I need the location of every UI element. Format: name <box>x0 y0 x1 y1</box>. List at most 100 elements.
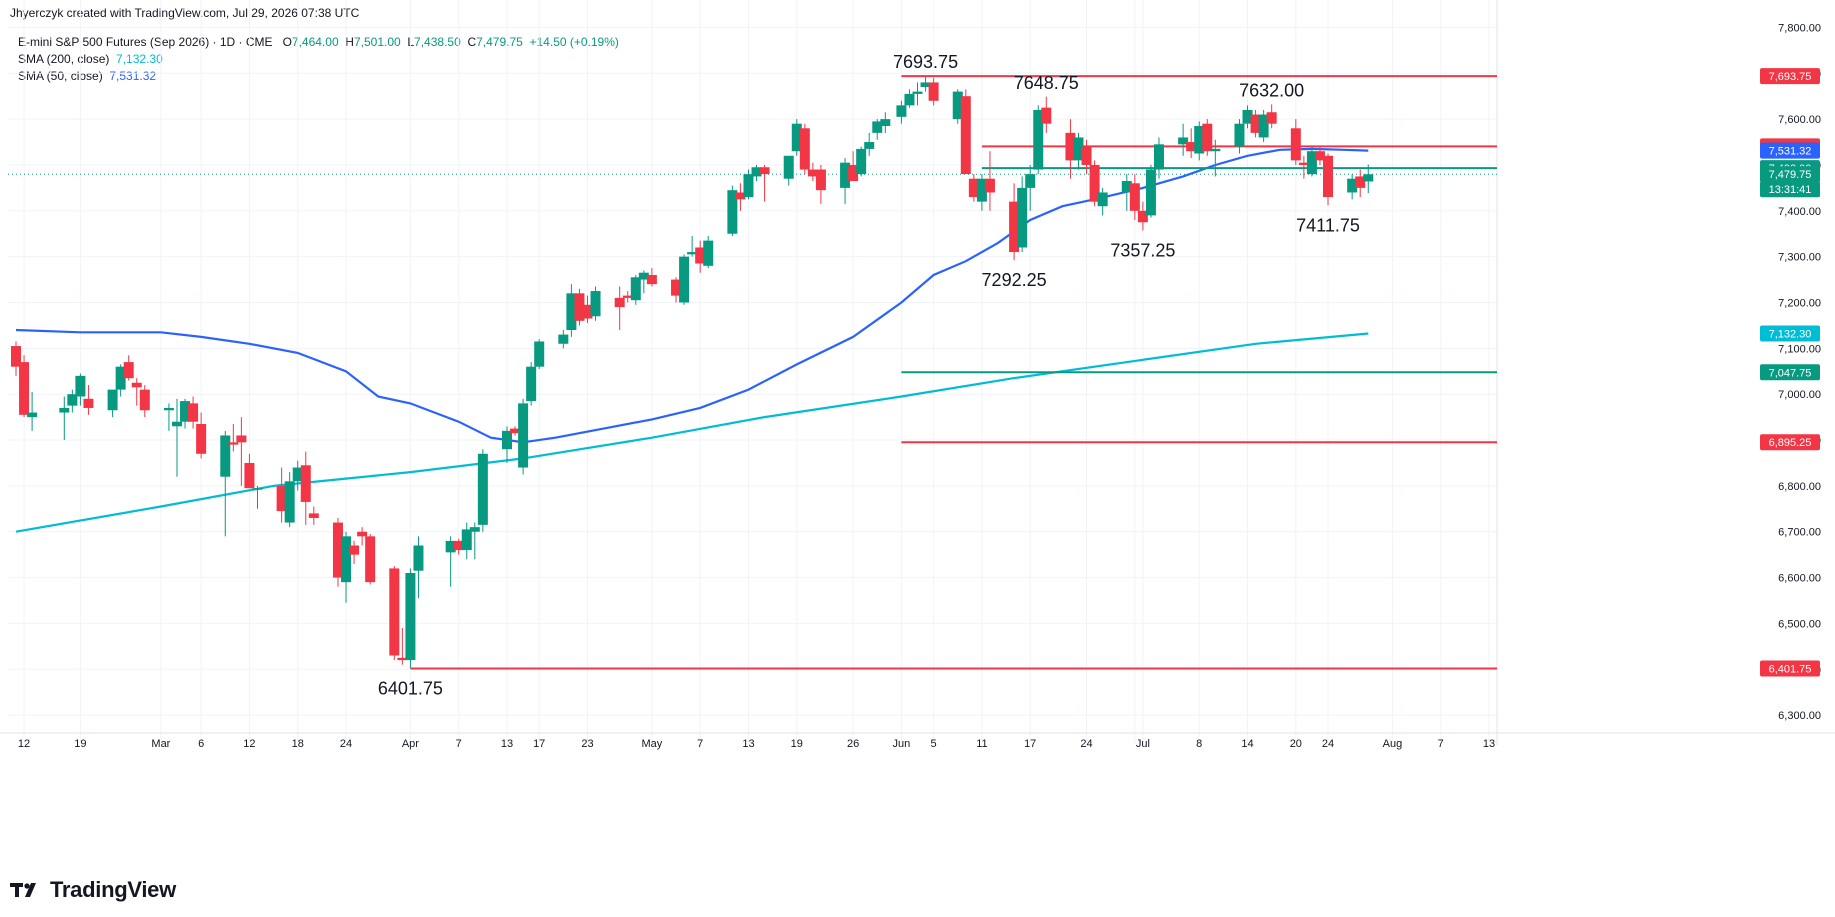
candle-body <box>365 536 376 583</box>
candle <box>445 536 456 587</box>
candle <box>341 531 352 603</box>
candle <box>300 451 311 525</box>
candle-body <box>1186 142 1197 152</box>
x-tick-label: 23 <box>581 738 593 750</box>
candle <box>1097 187 1108 216</box>
candle-body <box>276 485 287 512</box>
candle <box>735 183 746 211</box>
y-tick-label: 7,400.00 <box>1778 206 1821 218</box>
candle <box>1025 164 1036 211</box>
price-badge-bg <box>1760 166 1820 183</box>
y-tick-label: 7,000.00 <box>1778 389 1821 401</box>
candle-body <box>67 394 78 406</box>
candle <box>365 534 376 585</box>
candle-body <box>526 366 537 402</box>
candle <box>630 274 641 305</box>
candle <box>872 119 883 140</box>
candle <box>534 339 545 369</box>
price-badge-bg <box>1760 434 1820 451</box>
price-annotation: 7292.25 <box>982 270 1047 290</box>
candle-body <box>840 162 851 188</box>
candle-body <box>1355 176 1366 188</box>
candle-body <box>1258 114 1269 138</box>
candle-body <box>171 421 182 427</box>
price-annotation: 7357.25 <box>1110 240 1175 260</box>
candle <box>622 291 633 303</box>
candle-body <box>1097 192 1108 207</box>
candle <box>308 506 319 525</box>
sma200-legend-row[interactable]: SMA (200, close) 7,132.30 <box>18 51 619 68</box>
x-tick-label: May <box>641 738 662 750</box>
candle-body <box>856 148 867 175</box>
candle-body <box>646 274 657 285</box>
tradingview-brand[interactable]: TradingView <box>10 877 176 903</box>
x-tick-label: 8 <box>1196 738 1202 750</box>
candle <box>840 158 851 204</box>
price-badge-label: 7,047.75 <box>1769 367 1812 379</box>
candle-body <box>139 389 150 411</box>
price-annotation: 7648.75 <box>1014 73 1079 93</box>
candle-body <box>332 522 343 578</box>
price-badge-label: 7,479.75 <box>1769 169 1812 181</box>
candle-body <box>1314 151 1325 161</box>
ohlc-open-key: O <box>282 35 292 49</box>
x-tick-label: Jun <box>893 738 911 750</box>
candle <box>864 132 875 156</box>
candle-body <box>743 174 754 198</box>
candle-body <box>510 428 521 434</box>
x-tick-label: 24 <box>340 738 352 750</box>
price-badge: 7,479.75 <box>1760 166 1820 183</box>
sma50-label: SMA (50, close) <box>18 69 103 83</box>
candle-body <box>1129 183 1140 211</box>
ohlc-high-key: H <box>345 35 354 49</box>
price-badge-bg <box>1760 142 1820 159</box>
candle <box>1009 183 1020 261</box>
candle-body <box>574 293 585 321</box>
candle <box>389 566 400 661</box>
candle-body <box>1290 128 1301 161</box>
y-tick-label: 7,200.00 <box>1778 298 1821 310</box>
candle-body <box>928 82 939 101</box>
x-tick-label: 20 <box>1290 738 1302 750</box>
x-tick-label: 13 <box>1483 738 1495 750</box>
candle-body <box>638 272 649 280</box>
candle <box>1306 146 1317 177</box>
candles <box>11 76 1374 669</box>
candle <box>397 628 408 665</box>
candle <box>196 412 207 459</box>
candle-body <box>960 96 971 175</box>
candle-body <box>976 178 987 202</box>
candle <box>131 378 142 406</box>
candle <box>469 522 480 560</box>
sma50-value: 7,531.32 <box>109 69 157 83</box>
candle-body <box>518 403 529 468</box>
candle <box>171 398 182 477</box>
countdown-bg <box>1760 181 1820 198</box>
candle <box>139 385 150 418</box>
candle <box>461 522 472 560</box>
candle-body <box>469 527 480 532</box>
candle-body <box>292 467 303 482</box>
time-axis[interactable]: 12 19 Mar 6 12 18 24 Apr 7 13 17 23 May 7 13 19 26 Jun 5 11… <box>18 738 1495 750</box>
price-badge: 7,132.30 <box>1760 325 1820 342</box>
candle-body <box>799 128 810 170</box>
candle <box>807 162 818 182</box>
candle-body <box>614 297 625 308</box>
x-tick-label: 19 <box>74 738 86 750</box>
candle <box>502 426 512 463</box>
x-tick-label: Aug <box>1383 738 1403 750</box>
sma50-legend-row[interactable]: SMA (50, close) 7,531.32 <box>18 68 619 85</box>
candle-body <box>1089 164 1100 202</box>
x-tick-label: 24 <box>1322 738 1334 750</box>
tradingview-logo-icon <box>10 883 36 897</box>
candle-body <box>912 91 923 94</box>
candle <box>614 286 625 331</box>
symbol-legend-row[interactable]: E-mini S&P 500 Futures (Sep 2026) · 1D ·… <box>18 34 619 51</box>
candle <box>180 398 191 429</box>
ohlc-high-value: 7,501.00 <box>353 35 401 49</box>
y-tick-label: 6,300.00 <box>1778 710 1821 722</box>
candle-body <box>244 462 255 489</box>
candle-body <box>566 293 577 331</box>
price-badge-label: 7,531.32 <box>1769 146 1812 158</box>
